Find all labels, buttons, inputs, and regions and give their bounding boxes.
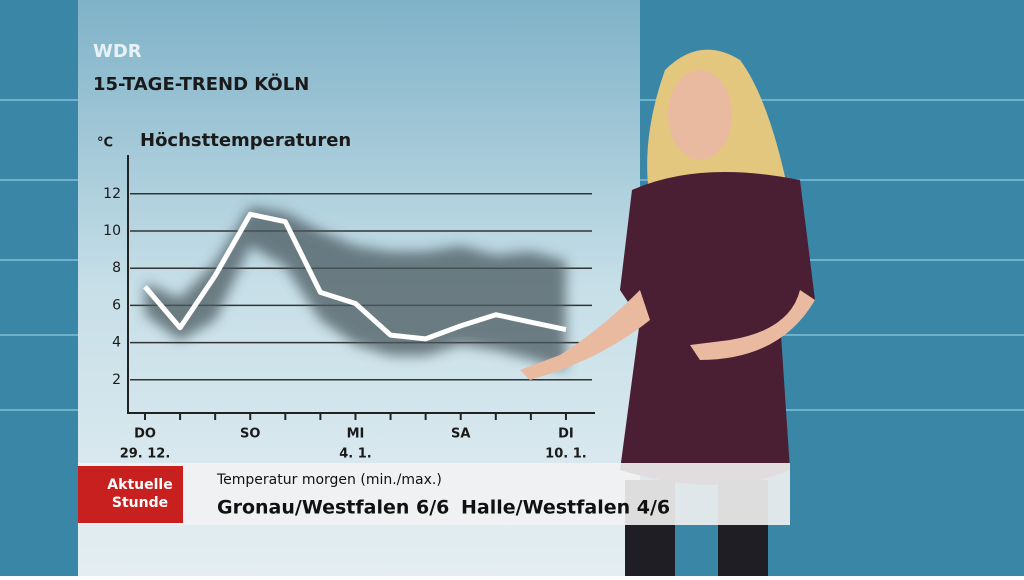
chart-subtitle: Höchsttemperaturen: [140, 130, 351, 151]
y-tick-label: 4: [112, 335, 121, 351]
y-tick-label: 12: [103, 186, 121, 202]
y-tick-label: 2: [112, 372, 121, 388]
x-tick-date: 10. 1.: [545, 447, 587, 462]
ticker-logo: Aktuelle Stunde: [107, 477, 172, 511]
x-tick-label: SA: [451, 427, 470, 442]
x-tick-label: MI: [347, 427, 365, 442]
x-tick-date: 29. 12.: [120, 447, 171, 462]
presenter: [520, 49, 815, 576]
temperature-line: [143, 211, 567, 342]
ticker-bar: [78, 463, 790, 525]
ticker-heading: Temperatur morgen (min./max.): [216, 472, 442, 488]
x-tick-label: SO: [240, 427, 260, 442]
ticker-logo-box: [78, 466, 183, 523]
channel-logo: WDR: [93, 41, 142, 62]
y-unit: °C: [97, 136, 113, 151]
x-tick-label: DI: [558, 427, 574, 442]
ticker-item: Gronau/Westfalen 6/6: [217, 497, 449, 519]
spread-band: [145, 206, 566, 371]
x-tick-label: DO: [134, 427, 156, 442]
y-tick-label: 10: [103, 223, 121, 239]
plot: 2 4 6 8 10 12 DO 29. 12. SO MI 4. 1. SA DI 10. 1.: [103, 155, 595, 462]
y-tick-label: 8: [112, 260, 121, 276]
x-tick-date: 4. 1.: [339, 447, 372, 462]
chart-title: 15-TAGE-TREND KÖLN: [93, 73, 309, 95]
y-tick-label: 6: [112, 297, 121, 313]
ticker-item: Halle/Westfalen 4/6: [461, 497, 670, 519]
